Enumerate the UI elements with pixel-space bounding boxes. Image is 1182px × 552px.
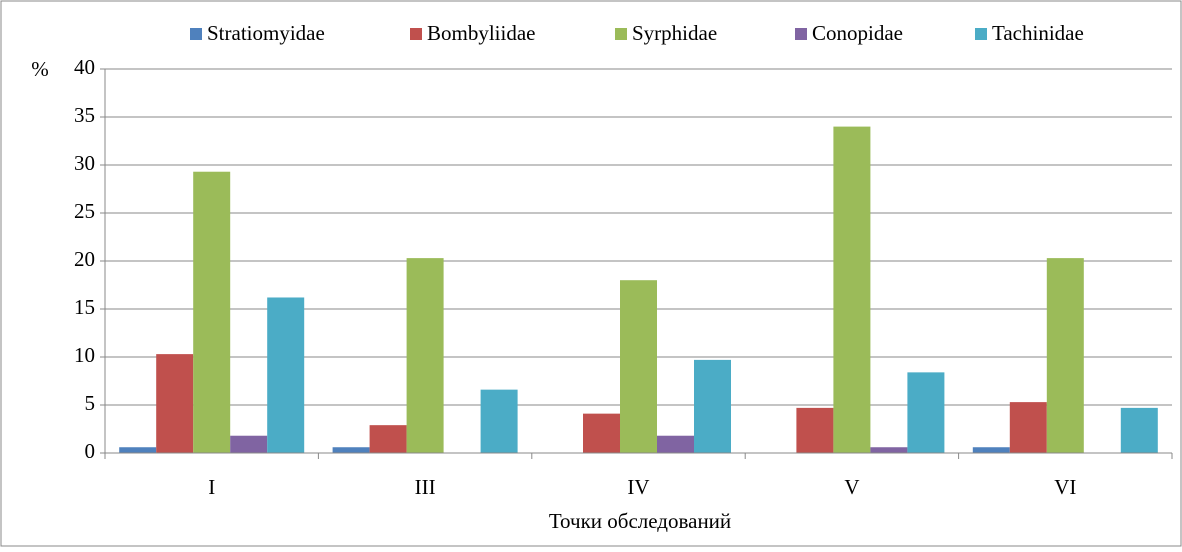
bar <box>480 389 518 453</box>
y-tick-label: 5 <box>85 391 96 415</box>
bar <box>657 435 694 453</box>
y-tick-label: 30 <box>74 151 95 175</box>
legend-swatch <box>190 28 202 40</box>
legend-label: Tachinidae <box>992 21 1084 45</box>
x-tick-label: III <box>415 475 436 499</box>
x-tick-label: VI <box>1054 475 1076 499</box>
y-tick-label: 40 <box>74 55 95 79</box>
legend-label: Stratiomyidae <box>207 21 325 45</box>
bar <box>193 171 231 453</box>
x-tick-label: IV <box>627 475 649 499</box>
bar <box>1046 258 1084 453</box>
y-tick-label: 0 <box>85 439 96 463</box>
legend-swatch <box>795 28 807 40</box>
bar <box>583 413 620 453</box>
legend-swatch <box>615 28 627 40</box>
bar <box>972 447 1010 453</box>
bar <box>156 354 194 453</box>
legend-label: Syrphidae <box>632 21 717 45</box>
bar <box>870 447 908 453</box>
x-axis-label: Точки обследований <box>549 509 731 533</box>
y-tick-label: 10 <box>74 343 95 367</box>
y-tick-label: 15 <box>74 295 95 319</box>
bar <box>620 280 657 453</box>
y-tick-label: 35 <box>74 103 95 127</box>
bar <box>406 258 444 453</box>
legend-swatch <box>410 28 422 40</box>
bar <box>796 407 834 453</box>
y-tick-label: 25 <box>74 199 95 223</box>
bar <box>230 435 268 453</box>
x-tick-label: I <box>208 475 215 499</box>
legend-swatch <box>975 28 987 40</box>
bar <box>1120 407 1158 453</box>
x-tick-label: V <box>844 475 859 499</box>
bar <box>267 297 305 453</box>
bar <box>369 425 407 453</box>
legend-label: Bombyliidae <box>427 21 536 45</box>
bar <box>1009 402 1047 453</box>
bar <box>694 359 731 453</box>
y-tick-label: 20 <box>74 247 95 271</box>
legend-label: Conopidae <box>812 21 903 45</box>
y-axis-label: % <box>31 57 49 81</box>
bar <box>833 126 871 453</box>
bar <box>332 447 370 453</box>
bar <box>907 372 945 453</box>
bar <box>119 447 157 453</box>
